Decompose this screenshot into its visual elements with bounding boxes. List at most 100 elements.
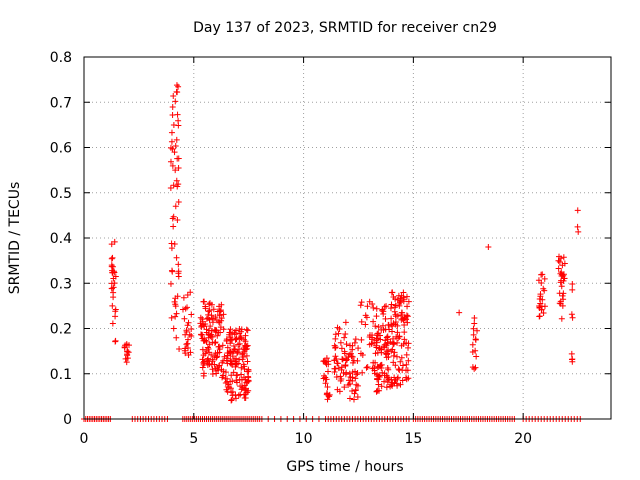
data-point xyxy=(404,313,411,320)
data-point xyxy=(216,312,223,319)
data-point xyxy=(227,326,234,333)
data-point xyxy=(321,357,328,364)
data-point xyxy=(205,308,212,315)
data-point xyxy=(201,323,208,330)
data-point xyxy=(223,336,230,343)
data-point xyxy=(212,339,219,346)
data-point xyxy=(243,385,250,392)
data-point xyxy=(384,379,391,386)
data-point xyxy=(174,217,181,224)
data-point xyxy=(343,369,350,376)
data-point xyxy=(397,381,404,388)
data-point xyxy=(401,329,408,336)
data-point xyxy=(332,365,339,372)
data-point xyxy=(213,317,220,324)
data-point xyxy=(245,377,252,384)
data-point xyxy=(395,366,402,373)
data-point xyxy=(334,324,341,331)
data-point xyxy=(472,336,479,343)
data-point xyxy=(541,287,548,294)
data-point xyxy=(374,375,381,382)
data-point xyxy=(323,376,330,383)
data-point xyxy=(231,329,238,336)
data-point xyxy=(384,340,391,347)
data-point xyxy=(244,327,251,334)
data-point xyxy=(405,340,412,347)
data-point xyxy=(394,296,401,303)
data-point xyxy=(536,313,543,320)
data-point xyxy=(167,184,174,191)
data-point xyxy=(363,364,370,371)
data-point xyxy=(391,308,398,315)
data-point xyxy=(537,293,544,300)
data-point xyxy=(206,300,213,307)
y-tick-label: 0.3 xyxy=(50,276,72,292)
data-point xyxy=(558,283,565,290)
data-point xyxy=(401,315,408,322)
data-point xyxy=(232,391,239,398)
data-point xyxy=(222,369,229,376)
data-point xyxy=(175,181,182,188)
data-point xyxy=(364,364,371,371)
data-point xyxy=(375,364,382,371)
data-point xyxy=(346,370,353,377)
data-point xyxy=(173,136,180,143)
data-point xyxy=(229,330,236,337)
data-point xyxy=(324,383,331,390)
data-point xyxy=(385,347,392,354)
data-point xyxy=(213,354,220,361)
data-point xyxy=(357,302,364,309)
data-point xyxy=(205,355,212,362)
data-point xyxy=(170,121,177,128)
data-point xyxy=(108,241,115,248)
data-point xyxy=(404,319,411,326)
data-point xyxy=(385,366,392,373)
data-point xyxy=(245,366,252,373)
data-point xyxy=(175,273,182,280)
data-point xyxy=(373,313,380,320)
data-point xyxy=(122,342,129,349)
data-point xyxy=(539,271,546,278)
data-point xyxy=(198,331,205,338)
data-point xyxy=(203,348,210,355)
data-point xyxy=(231,346,238,353)
data-point xyxy=(403,361,410,368)
data-point xyxy=(393,353,400,360)
data-point xyxy=(335,330,342,337)
data-point xyxy=(108,285,115,292)
data-point xyxy=(109,254,116,261)
data-point xyxy=(333,374,340,380)
data-point xyxy=(241,366,248,373)
data-point xyxy=(234,372,241,379)
data-point xyxy=(208,312,215,319)
data-point xyxy=(199,356,206,363)
data-point xyxy=(560,254,567,261)
data-point xyxy=(535,277,542,284)
data-point xyxy=(368,340,375,347)
data-point xyxy=(203,338,210,345)
data-point xyxy=(323,355,330,362)
data-point xyxy=(382,326,389,333)
data-point xyxy=(569,356,576,363)
data-point xyxy=(110,275,117,282)
data-point xyxy=(217,307,224,314)
data-point xyxy=(233,379,240,386)
data-point xyxy=(394,329,401,336)
data-point xyxy=(240,345,247,351)
data-point xyxy=(209,371,216,378)
data-point xyxy=(214,332,221,339)
y-tick-label: 0.4 xyxy=(50,231,72,247)
data-point xyxy=(109,302,116,309)
data-point xyxy=(555,265,562,272)
data-point xyxy=(401,321,408,328)
data-point xyxy=(389,328,396,335)
data-point xyxy=(474,327,481,334)
data-point xyxy=(173,88,180,95)
data-point xyxy=(569,286,576,293)
data-point xyxy=(403,312,410,319)
data-point xyxy=(536,303,543,310)
data-point xyxy=(349,346,356,353)
x-tick-label: 5 xyxy=(189,431,198,447)
data-point xyxy=(342,361,349,368)
data-point xyxy=(325,368,332,375)
